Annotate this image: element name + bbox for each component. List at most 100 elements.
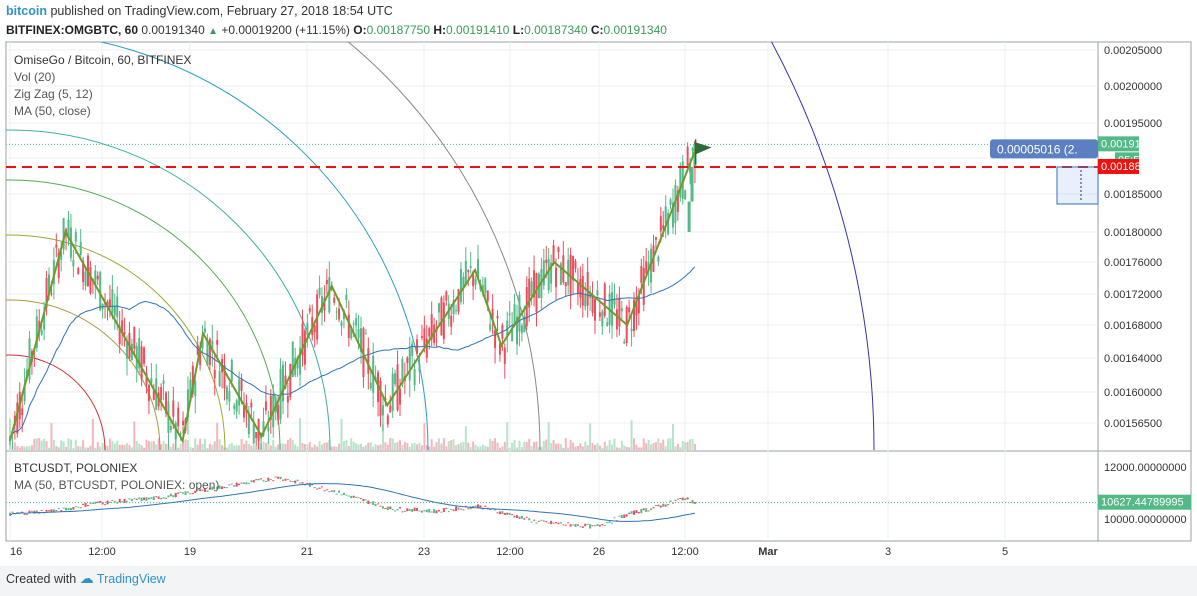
- sub-candle: [567, 522, 570, 524]
- volume-bar: [525, 441, 528, 450]
- time-tick-label: 12:00: [88, 546, 116, 558]
- volume-bar: [438, 438, 440, 450]
- sub-candle: [284, 478, 287, 481]
- volume-bar: [620, 440, 623, 450]
- volume-bar: [640, 447, 643, 450]
- low-label: L:: [512, 23, 525, 37]
- candle-body: [535, 273, 538, 312]
- candle-body: [179, 433, 182, 435]
- candle-body: [150, 378, 153, 384]
- price-tick-label: 0.00164000: [1104, 353, 1162, 365]
- candle-body: [442, 302, 445, 340]
- volume-bar: [308, 441, 311, 450]
- sub-ma-line: [9, 483, 695, 522]
- sub-candle: [601, 524, 604, 526]
- sub-candle: [435, 510, 438, 514]
- sub-candle: [501, 511, 504, 514]
- candle-body: [235, 400, 238, 412]
- sub-candle: [84, 502, 87, 508]
- sub-candle: [537, 520, 540, 522]
- time-tick-label: 5: [1002, 546, 1008, 558]
- candle-body: [484, 278, 487, 293]
- author-link[interactable]: bitcoin: [6, 4, 47, 18]
- sub-candle: [525, 516, 528, 518]
- measure-box: [1056, 166, 1099, 205]
- sub-candle: [669, 500, 672, 503]
- candle-body: [269, 395, 272, 420]
- created-with: Created with: [6, 572, 77, 586]
- candle-body: [486, 290, 489, 302]
- sub-candle: [693, 502, 696, 504]
- sub-candle: [640, 508, 643, 514]
- volume-bar: [498, 447, 501, 450]
- sub-candle: [545, 521, 548, 523]
- volume-bar: [28, 446, 31, 450]
- candle-body: [516, 316, 518, 345]
- volume-bar: [199, 438, 202, 450]
- volume-bar: [615, 447, 618, 450]
- volume-bar: [523, 441, 526, 450]
- sub-candle: [235, 482, 238, 487]
- sub-candle: [108, 501, 111, 503]
- volume-bar: [435, 442, 438, 450]
- volume-bar: [333, 446, 336, 450]
- sub-candle: [157, 496, 160, 499]
- sub-candle: [686, 497, 689, 500]
- sub-candle: [425, 509, 428, 513]
- volume-bar: [601, 447, 604, 450]
- sub-candle: [479, 505, 482, 508]
- sub-candle: [433, 509, 436, 514]
- volume-bar: [440, 443, 443, 450]
- candle-body: [399, 388, 401, 405]
- sub-candle: [552, 522, 555, 524]
- candle-body: [360, 328, 362, 352]
- tradingview-logo-icon[interactable]: ☁: [79, 570, 94, 586]
- sub-candle: [386, 506, 389, 511]
- sub-candle: [233, 485, 236, 487]
- candle-body: [462, 276, 465, 289]
- volume-bar: [267, 441, 270, 450]
- volume-bar: [67, 438, 70, 450]
- candle-body: [657, 256, 660, 262]
- volume-bar: [484, 445, 487, 450]
- volume-bar: [645, 443, 648, 450]
- volume-bar: [313, 444, 316, 450]
- sub-candle: [413, 507, 416, 511]
- overlays: 0.00005016 (2.: [6, 139, 1099, 205]
- sub-candle: [389, 506, 392, 510]
- sub-candle: [445, 507, 448, 509]
- candle-body: [642, 267, 645, 305]
- volume-bar: [123, 444, 126, 450]
- fib-arcs: [6, 42, 875, 450]
- ma-line: [9, 266, 696, 438]
- volume-bar: [542, 441, 545, 450]
- sub-candle: [152, 496, 155, 500]
- time-tick-label: 23: [418, 546, 430, 558]
- volume-bar: [340, 418, 343, 450]
- sub-candle: [428, 508, 431, 513]
- chart-canvas[interactable]: 0.00005016 (2. 0.00205000 0.00200000 0.001…: [0, 40, 1197, 566]
- volume-bar: [516, 447, 518, 450]
- candle-body: [686, 146, 689, 166]
- candle-body: [452, 299, 455, 315]
- candle-body: [94, 270, 97, 285]
- candle-body: [206, 341, 209, 366]
- publish-header: bitcoin published on TradingView.com, Fe…: [0, 0, 1197, 22]
- candle-body: [325, 279, 328, 285]
- volume-bar: [389, 438, 392, 450]
- fib-arc: [6, 129, 331, 450]
- sub-candle: [335, 493, 338, 495]
- flag-icon: [695, 142, 712, 155]
- legend-zigzag: Zig Zag (5, 12): [14, 87, 93, 101]
- candle-body: [598, 312, 601, 317]
- volume-bar: [679, 447, 682, 450]
- volume-bar: [191, 447, 194, 450]
- volume-bar: [184, 439, 187, 450]
- sub-candle: [301, 482, 304, 484]
- candle-body: [255, 431, 258, 439]
- moving-average: [9, 266, 696, 438]
- volume-bar: [91, 418, 94, 450]
- candle-body: [690, 167, 694, 202]
- tradingview-link[interactable]: TradingView: [96, 572, 166, 586]
- candle-body: [169, 425, 172, 431]
